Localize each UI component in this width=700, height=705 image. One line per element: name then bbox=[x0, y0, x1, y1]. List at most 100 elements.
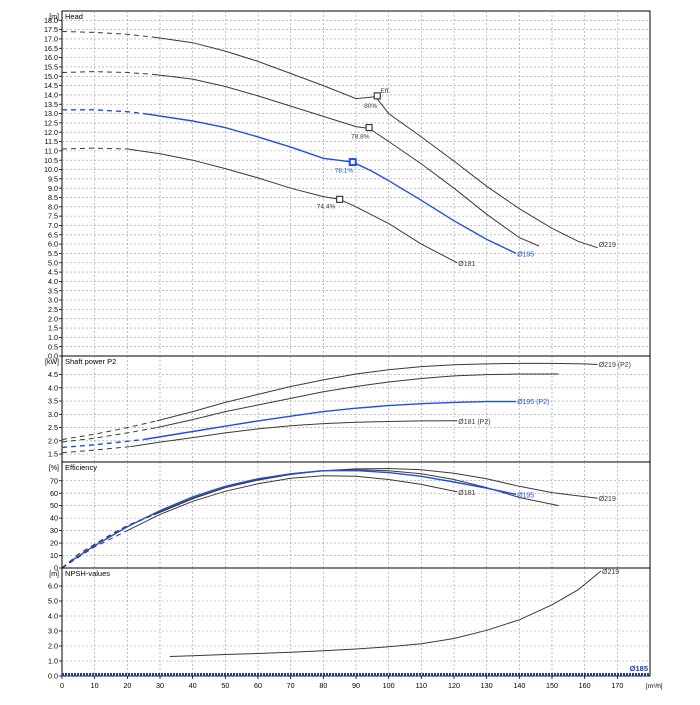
y-tick-label: 1.0 bbox=[48, 333, 58, 342]
y-tick-label: 4.5 bbox=[48, 268, 58, 277]
x-tick-label: 130 bbox=[481, 681, 493, 690]
y-tick-label: 20 bbox=[50, 539, 58, 548]
curve-line bbox=[153, 36, 598, 249]
curve-dashed-segment bbox=[61, 446, 131, 454]
y-tick-label: 2.5 bbox=[48, 423, 58, 432]
x-tick-label: 10 bbox=[91, 681, 99, 690]
x-axis-unit: [m³/h] bbox=[646, 683, 663, 690]
x-tick-label: 80 bbox=[319, 681, 327, 690]
series-label: Ø219 bbox=[599, 242, 616, 249]
y-tick-label: 50 bbox=[50, 501, 58, 510]
y-tick-label: 10.5 bbox=[44, 156, 58, 165]
y-tick-label: 17.5 bbox=[44, 25, 58, 34]
y-tick-label: 4.0 bbox=[48, 383, 58, 392]
series-label: Ø219 (P2) bbox=[599, 362, 631, 369]
x-tick-label: 170 bbox=[611, 681, 623, 690]
x-tick-label: 50 bbox=[221, 681, 229, 690]
y-tick-label: 11.5 bbox=[45, 137, 58, 146]
series-label: Ø219 bbox=[599, 496, 616, 503]
y-tick-label: 12.0 bbox=[44, 128, 58, 137]
efficiency-annotation: 78.1% bbox=[335, 167, 354, 174]
x-tick-label: 150 bbox=[546, 681, 558, 690]
y-tick-label: 16.0 bbox=[44, 53, 58, 62]
curve-line bbox=[143, 112, 517, 255]
x-tick-label: 110 bbox=[416, 681, 427, 690]
series-label: Ø181 bbox=[458, 261, 475, 268]
series-label: Ø181 bbox=[458, 490, 475, 497]
curve-dashed-segment bbox=[61, 514, 154, 569]
y-tick-label: 12.5 bbox=[44, 118, 58, 127]
y-tick-label: 17.0 bbox=[44, 35, 58, 44]
panel-title: Efficiency bbox=[65, 463, 97, 472]
y-tick-label: 18.0 bbox=[44, 16, 58, 25]
y-tick-label: 1.5 bbox=[48, 324, 58, 333]
y-tick-label: 1.0 bbox=[48, 657, 58, 666]
x-tick-label: 100 bbox=[383, 681, 395, 690]
y-tick-label: 0.0 bbox=[48, 352, 58, 361]
y-tick-label: 9.5 bbox=[48, 174, 58, 183]
y-tick-label: 60 bbox=[50, 489, 58, 498]
y-tick-label: 2.0 bbox=[48, 642, 58, 651]
y-tick-label: 6.0 bbox=[48, 582, 58, 591]
panel-title: Shaft power P2 bbox=[65, 357, 116, 366]
y-axis-unit: [m] bbox=[49, 571, 59, 578]
y-tick-label: 16.5 bbox=[44, 44, 58, 53]
y-tick-label: 0.5 bbox=[48, 342, 58, 351]
y-tick-label: 4.5 bbox=[48, 370, 58, 379]
y-tick-label: 30 bbox=[50, 526, 58, 535]
curve-dashed-segment bbox=[61, 147, 128, 150]
y-tick-label: 3.0 bbox=[48, 410, 58, 419]
y-tick-label: 7.0 bbox=[48, 221, 58, 230]
y-tick-label: 1.5 bbox=[48, 450, 58, 459]
y-tick-label: 3.5 bbox=[48, 397, 58, 406]
x-tick-label: 40 bbox=[189, 681, 197, 690]
efficiency-marker bbox=[365, 123, 373, 132]
y-tick-label: 13.0 bbox=[44, 109, 58, 118]
y-tick-label: 11.0 bbox=[45, 146, 58, 155]
y-tick-label: 6.5 bbox=[48, 230, 58, 239]
y-tick-label: 5.5 bbox=[48, 249, 58, 258]
x-tick-label: 20 bbox=[123, 681, 131, 690]
curve-line bbox=[156, 362, 598, 422]
curve-dashed-segment bbox=[61, 530, 128, 569]
y-tick-label: 14.0 bbox=[44, 91, 58, 100]
series-label: Ø195 (P2) bbox=[517, 399, 549, 406]
x-tick-label: 70 bbox=[287, 681, 295, 690]
y-tick-label: 3.5 bbox=[48, 286, 58, 295]
curve-line bbox=[156, 373, 559, 429]
curve-dashed-segment bbox=[62, 109, 144, 115]
curve-line bbox=[127, 148, 458, 264]
y-tick-label: 6.0 bbox=[48, 240, 58, 249]
y-tick-label: 40 bbox=[50, 514, 58, 523]
y-tick-label: 0 bbox=[54, 564, 58, 573]
y-tick-label: 10.0 bbox=[44, 165, 58, 174]
curve-dashed-segment bbox=[61, 31, 154, 38]
y-tick-label: 3.0 bbox=[48, 296, 58, 305]
efficiency-marker bbox=[373, 92, 381, 100]
x-tick-label: 60 bbox=[254, 681, 262, 690]
x-tick-label: 160 bbox=[579, 681, 591, 690]
curve-line bbox=[153, 73, 540, 247]
efficiency-annotation: Eff. bbox=[381, 88, 391, 95]
x-tick-label: 30 bbox=[156, 681, 164, 690]
y-tick-label: 5.0 bbox=[48, 258, 58, 267]
series-label: Ø195 bbox=[517, 492, 534, 499]
curve-line bbox=[127, 475, 458, 532]
y-tick-label: 8.0 bbox=[48, 202, 58, 211]
y-tick-label: 13.5 bbox=[44, 100, 58, 109]
efficiency-annotation: 80% bbox=[364, 103, 377, 110]
efficiency-annotation: 74.4% bbox=[317, 204, 336, 211]
y-tick-label: 9.0 bbox=[48, 184, 58, 193]
y-tick-label: 3.0 bbox=[48, 627, 58, 636]
y-tick-label: 0.0 bbox=[48, 672, 58, 681]
selected-impeller-label: Ø185 bbox=[630, 664, 648, 673]
panel-title: NPSH-values bbox=[65, 569, 110, 578]
curve-line bbox=[130, 420, 458, 448]
x-tick-label: 0 bbox=[60, 681, 64, 690]
efficiency-marker bbox=[336, 195, 344, 203]
y-axis-unit: [m] bbox=[49, 14, 59, 21]
curve-dashed-segment bbox=[61, 427, 157, 443]
curve-dashed-segment bbox=[61, 420, 157, 440]
